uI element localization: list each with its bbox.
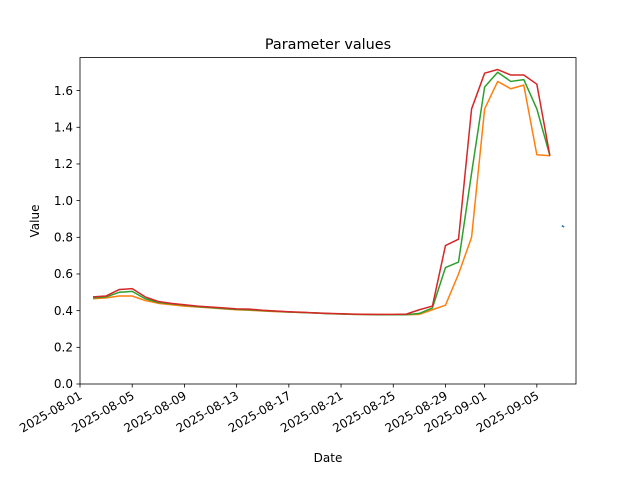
plot-frame xyxy=(79,57,577,385)
y-tick-label: 1.2 xyxy=(54,157,73,171)
y-axis: 0.0 0.2 0.4 0.6 0.8 1.0 1.2 1.4 1.6 xyxy=(54,84,80,391)
plot-lines xyxy=(92,68,565,316)
y-tick-label: 1.6 xyxy=(54,84,73,98)
y-tick-label: 0.2 xyxy=(54,341,73,355)
y-tick-label: 0.4 xyxy=(54,304,73,318)
y-tick-label: 0.0 xyxy=(54,377,73,391)
y-tick-label: 0.6 xyxy=(54,267,73,281)
chart-title: Parameter values xyxy=(265,37,391,53)
series-point-0-0 xyxy=(561,225,565,228)
y-tick-label: 0.8 xyxy=(54,231,73,245)
x-axis-label: Date xyxy=(314,451,343,465)
y-axis-label: Value xyxy=(28,205,42,238)
y-tick-label: 1.0 xyxy=(54,194,73,208)
y-tick-label: 1.4 xyxy=(54,120,73,134)
series-line-3 xyxy=(92,68,551,316)
